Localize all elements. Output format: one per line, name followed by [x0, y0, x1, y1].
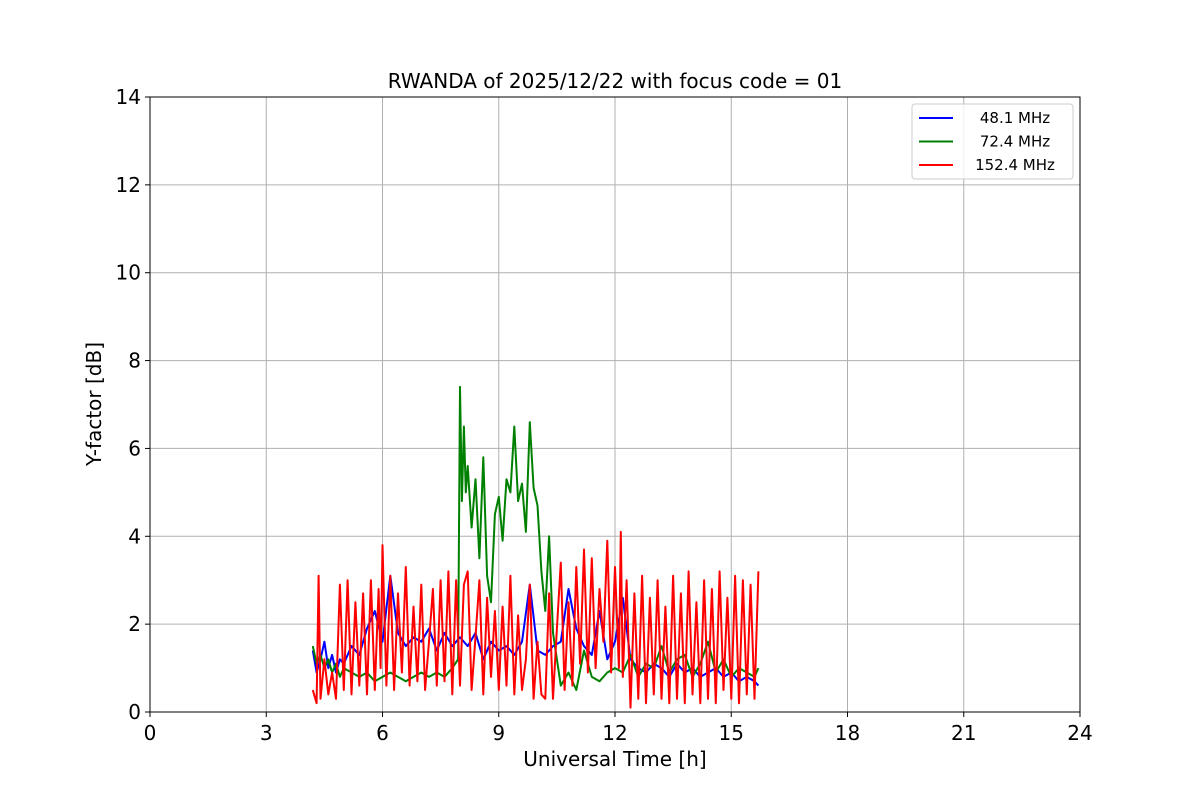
y-tick-label: 2: [128, 612, 141, 636]
x-tick-label: 3: [260, 721, 273, 745]
x-tick-label: 12: [602, 721, 627, 745]
x-axis-label: Universal Time [h]: [523, 747, 706, 771]
y-tick-label: 14: [116, 85, 141, 109]
y-tick-label: 4: [128, 524, 141, 548]
y-tick-label: 8: [128, 349, 141, 373]
y-axis-label: Y-factor [dB]: [82, 342, 106, 467]
y-tick-label: 12: [116, 173, 141, 197]
x-tick-label: 18: [835, 721, 860, 745]
y-tick-label: 0: [128, 700, 141, 724]
y-axis: 0 2 4 6 8 10 12 14: [116, 85, 150, 724]
x-tick-label: 6: [376, 721, 389, 745]
x-tick-label: 21: [951, 721, 976, 745]
x-tick-label: 9: [492, 721, 505, 745]
x-tick-label: 24: [1067, 721, 1092, 745]
y-tick-label: 10: [116, 261, 141, 285]
legend-label: 152.4 MHz: [975, 156, 1055, 174]
x-tick-label: 0: [144, 721, 157, 745]
legend-label: 48.1 MHz: [980, 109, 1050, 127]
series-line-72-4-mhz: [311, 385, 760, 691]
y-tick-label: 6: [128, 436, 141, 460]
legend-box: [911, 103, 1074, 180]
legend: 48.1 MHz 72.4 MHz 152.4 MHz: [911, 103, 1074, 180]
series-layer: [311, 385, 760, 709]
x-axis: 0 3 6 9 12 15 18 21 24: [144, 712, 1093, 745]
chart-title: RWANDA of 2025/12/22 with focus code = 0…: [388, 69, 842, 93]
series-line-152-4-mhz: [311, 530, 760, 709]
x-tick-label: 15: [719, 721, 744, 745]
legend-label: 72.4 MHz: [980, 133, 1050, 151]
